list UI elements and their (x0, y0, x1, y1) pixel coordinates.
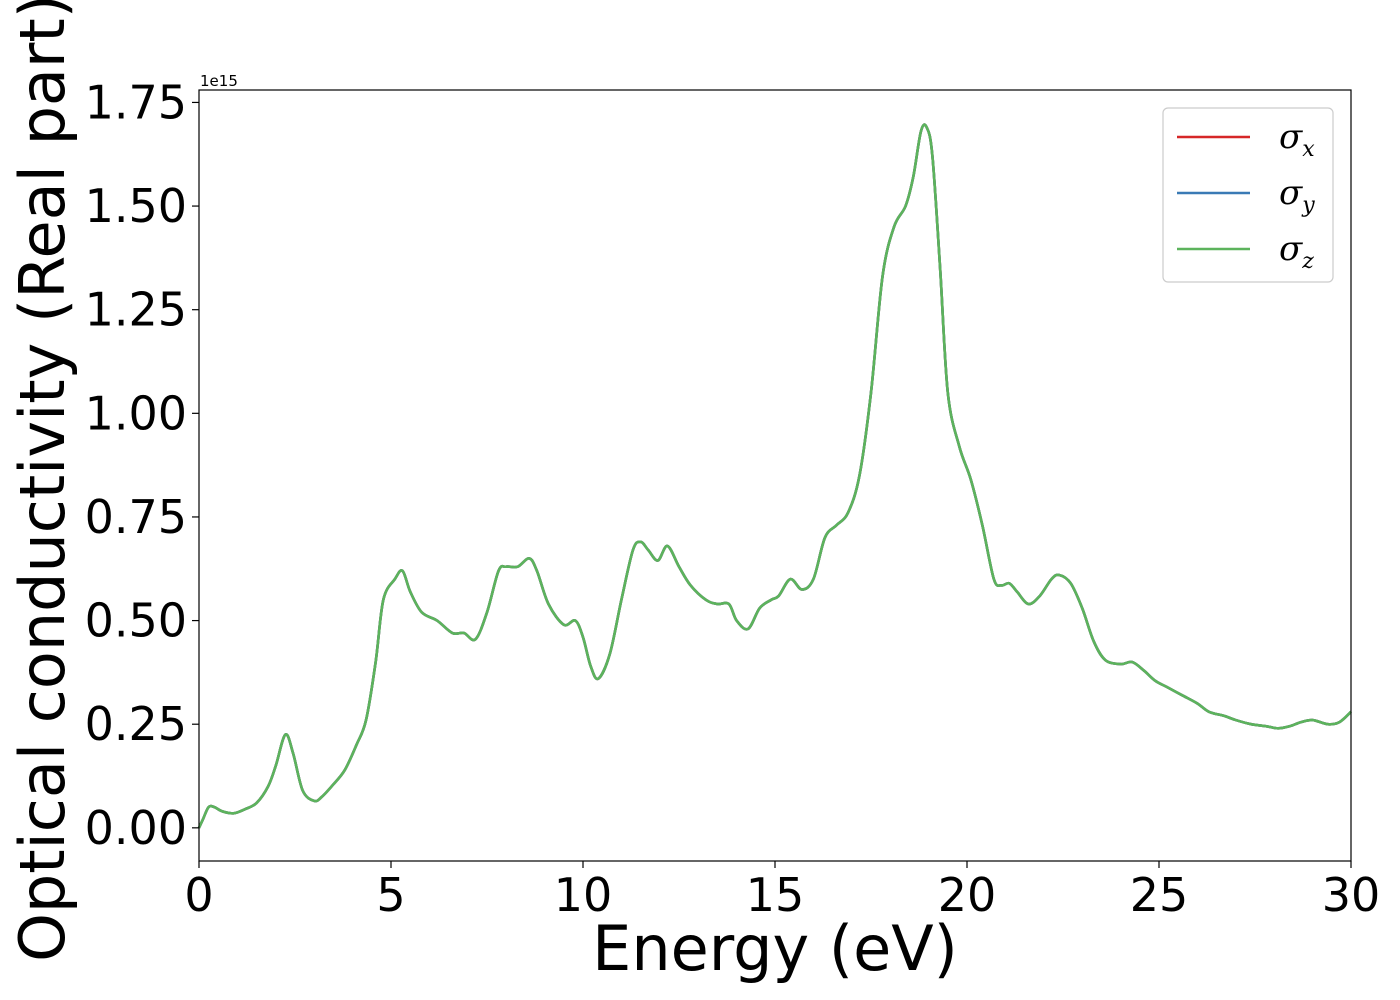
legend-subscript: z (1301, 249, 1314, 274)
y-tick-label: 1.50 (85, 179, 187, 233)
y-tick-label: 0.75 (85, 490, 187, 544)
x-tick-label: 30 (1322, 868, 1381, 922)
plot-area (199, 90, 1351, 861)
x-axis-label: Energy (eV) (592, 912, 958, 985)
y-axis-label: Optical conductivity (Real part) (6, 0, 79, 962)
y-offset-label: 1e15 (200, 72, 238, 90)
x-tick-label: 20 (938, 868, 997, 922)
legend-label-sigma-y: σy (1279, 173, 1315, 218)
x-tick-label: 25 (1130, 868, 1189, 922)
legend-subscript: y (1301, 193, 1315, 218)
x-tick-label: 10 (554, 868, 613, 922)
x-axis: 0 5 10 15 20 25 30 (184, 861, 1380, 922)
y-tick-label: 0.50 (85, 594, 187, 648)
series-line-sigma-z (197, 123, 1352, 829)
x-tick-label: 15 (746, 868, 805, 922)
series-layer (197, 123, 1352, 829)
y-tick-label: 0.25 (85, 697, 187, 751)
y-axis: 0.00 0.25 0.50 0.75 1.00 1.25 1.50 1.75 (85, 75, 199, 855)
y-tick-label: 1.25 (85, 283, 187, 337)
legend-box (1162, 107, 1334, 283)
y-tick-label: 1.75 (85, 75, 187, 129)
y-tick-label: 1.00 (85, 386, 187, 440)
x-tick-label: 0 (184, 868, 213, 922)
legend-subscript: x (1302, 137, 1315, 162)
legend-label-sigma-z: σz (1279, 229, 1314, 274)
x-tick-label: 5 (376, 868, 405, 922)
y-tick-label: 0.00 (85, 801, 187, 855)
